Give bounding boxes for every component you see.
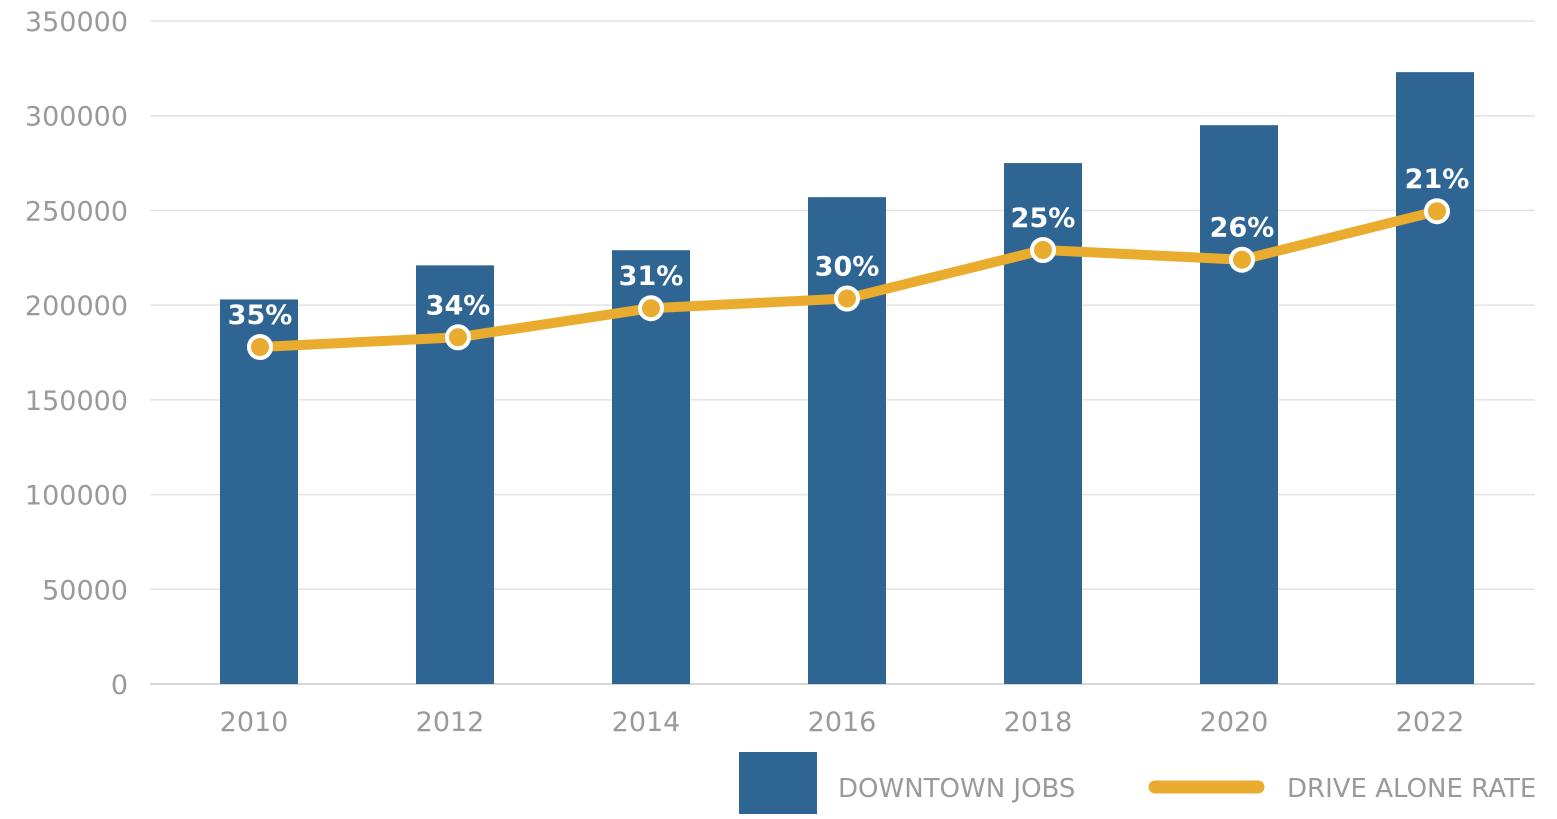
x-tick-label: 2012 [416,707,485,738]
rate-point-2014 [638,295,664,322]
rate-data-label: 21% [1405,164,1470,195]
rate-point-2022 [1424,198,1450,225]
y-tick-label: 100000 [25,481,128,512]
rate-data-label: 35% [228,300,293,331]
x-tick-label: 2018 [1004,707,1073,738]
y-tick-label: 0 [111,670,128,701]
rate-point-2010 [247,334,273,360]
x-tick-label: 2014 [612,707,681,738]
y-tick-label: 150000 [25,386,128,417]
legend: DOWNTOWN JOBS DRIVE ALONE RATE [739,752,1536,814]
bar-2020 [1200,125,1278,684]
x-axis-tick-labels: 2010 2012 2014 2016 2018 2020 2022 [220,707,1465,738]
legend-label-drive-alone-rate: DRIVE ALONE RATE [1287,774,1536,804]
y-tick-label: 300000 [25,102,128,133]
rate-data-label: 30% [815,252,880,283]
rate-point-2020 [1229,246,1255,273]
rate-point-2012 [445,324,471,351]
bar-2010 [220,299,298,684]
x-tick-label: 2016 [808,707,877,738]
y-tick-label: 200000 [25,291,128,322]
line-drive-alone-rate: 35% 34% 31% 30% 25% 26% 21% [228,164,1470,360]
bars-downtown-jobs [220,72,1474,685]
y-tick-label: 250000 [25,196,128,227]
bar-2016 [808,197,886,684]
rate-data-label: 25% [1011,203,1076,234]
rate-point-2018 [1030,237,1056,263]
legend-label-downtown-jobs: DOWNTOWN JOBS [838,774,1075,804]
x-tick-label: 2010 [220,707,289,738]
rate-data-label: 34% [426,290,491,321]
y-tick-label: 50000 [42,575,128,606]
legend-swatch-downtown-jobs [739,752,817,814]
rate-data-label: 26% [1210,213,1275,244]
rate-point-2016 [834,285,860,312]
bar-2014 [612,250,690,685]
x-tick-label: 2022 [1396,707,1465,738]
rate-data-label: 31% [619,261,684,292]
y-tick-label: 350000 [25,7,128,38]
x-tick-label: 2020 [1200,707,1269,738]
y-axis-tick-labels: 0 50000 100000 150000 200000 250000 300000 3500… [25,7,128,701]
bar-2022 [1396,72,1474,685]
